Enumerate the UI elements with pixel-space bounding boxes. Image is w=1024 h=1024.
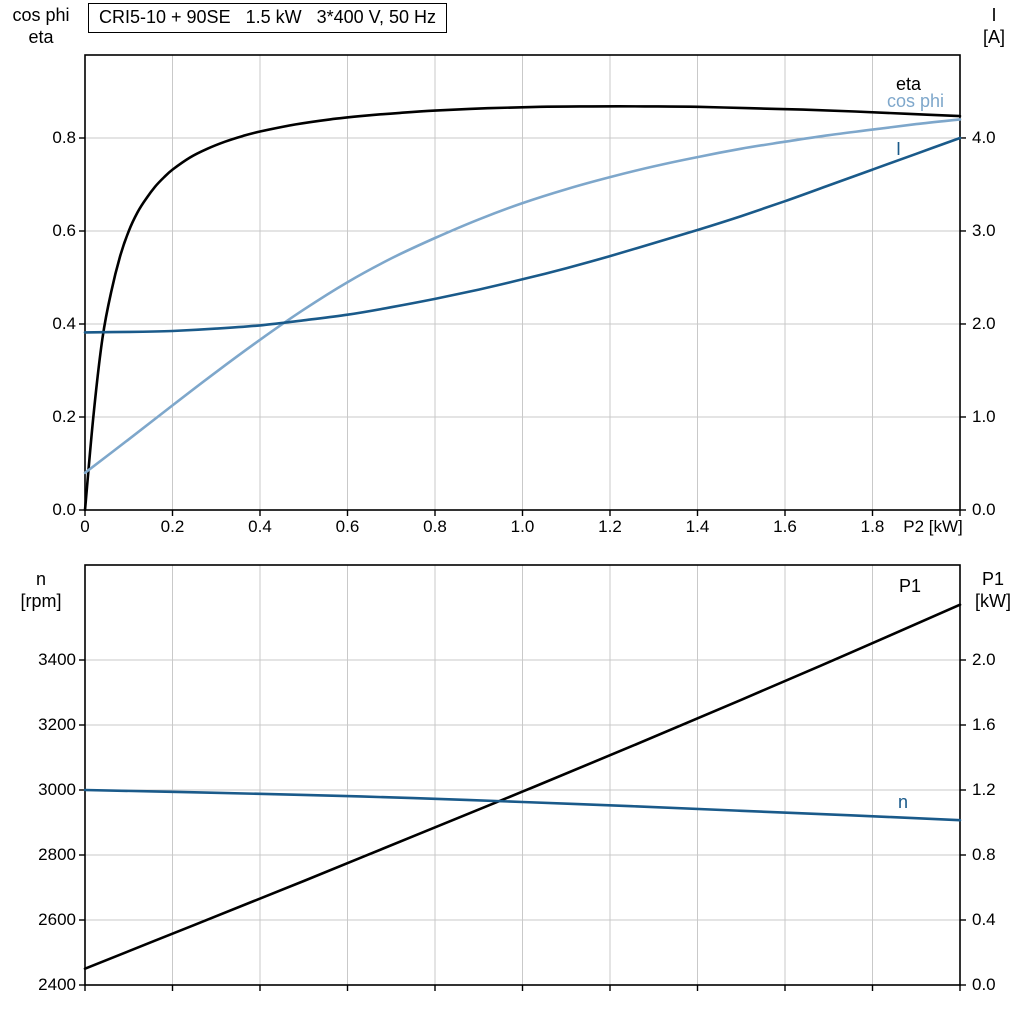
y-left-tick-label: 0.2 (52, 407, 76, 426)
curve-p1 (83, 603, 962, 970)
chart-title-box: CRI5-10 + 90SE 1.5 kW 3*400 V, 50 Hz (88, 3, 448, 33)
bottom-right-axis-label: P1 [kW] (962, 568, 1024, 612)
ampere-unit-label: [A] (982, 27, 1005, 47)
top-right-axis-label: I [A] (966, 4, 1022, 48)
y-left-tick-label: 3000 (38, 779, 76, 799)
x-tick-label: 0.4 (248, 517, 272, 536)
x-tick-label: 1.6 (773, 517, 797, 536)
y-left-tick-label: 2800 (38, 844, 76, 864)
y-right-tick-label: 3.0 (972, 220, 996, 240)
x-tick-label: 1.4 (685, 517, 710, 536)
y-right-tick-label: 1.0 (972, 406, 996, 426)
current-axis-label: I (991, 5, 997, 25)
y-right-tick-label: 2.0 (972, 313, 996, 333)
y-right-tick-label: 1.2 (972, 779, 996, 799)
y-left-tick-label: 0.8 (52, 128, 76, 147)
y-right-tick-label: 0.4 (972, 909, 996, 929)
y-left-tick-label: 2600 (38, 909, 76, 929)
x-tick-label: 1.8 (860, 517, 885, 536)
y-left-tick-label: 2400 (38, 975, 76, 994)
x-tick-label: 0.2 (160, 517, 185, 536)
eta-axis-label: eta (28, 27, 54, 47)
y-right-tick-label: 4.0 (972, 127, 996, 147)
x-tick-label: 0.6 (335, 517, 360, 536)
y-right-tick-label: 0.8 (972, 844, 996, 864)
y-right-tick-label: 1.6 (972, 714, 996, 734)
y-left-tick-label: 0.0 (52, 500, 76, 519)
top-left-axis-label: cos phi eta (0, 4, 82, 48)
x-axis-label-p2: P2 [kW] (903, 517, 963, 536)
y-left-tick-label: 0.4 (52, 314, 76, 333)
curve-i (83, 136, 962, 334)
eta-curve-label: eta (896, 74, 922, 94)
x-tick-label: 1.0 (510, 517, 535, 536)
x-tick-label: 1.2 (598, 517, 622, 536)
y-left-tick-label: 3200 (38, 714, 76, 734)
y-right-tick-label: 0.0 (972, 975, 996, 994)
curve-n (83, 788, 962, 822)
p1-axis-label: P1 (981, 569, 1005, 589)
current-curve-label: I (896, 139, 902, 159)
y-right-tick-label: 0.0 (972, 500, 996, 519)
cos-phi-curve-label: cos phi (887, 91, 945, 111)
y-right-tick-label: 2.0 (972, 649, 996, 669)
curve-eta (83, 105, 962, 512)
n-curve-label: n (898, 792, 909, 812)
speed-axis-label: n (35, 569, 46, 589)
bottom-left-axis-label: n [rpm] (0, 568, 82, 612)
curve-cos-phi (83, 118, 962, 475)
p1-curve-label: P1 (899, 576, 922, 596)
cos-phi-axis-label: cos phi (12, 5, 70, 25)
y-left-tick-label: 0.6 (52, 221, 76, 240)
rpm-unit-label: [rpm] (20, 591, 62, 611)
x-tick-label: 0 (80, 517, 90, 536)
x-tick-label: 0.8 (423, 517, 447, 536)
kw-unit-label: [kW] (975, 591, 1011, 611)
y-left-tick-label: 3400 (38, 649, 76, 669)
